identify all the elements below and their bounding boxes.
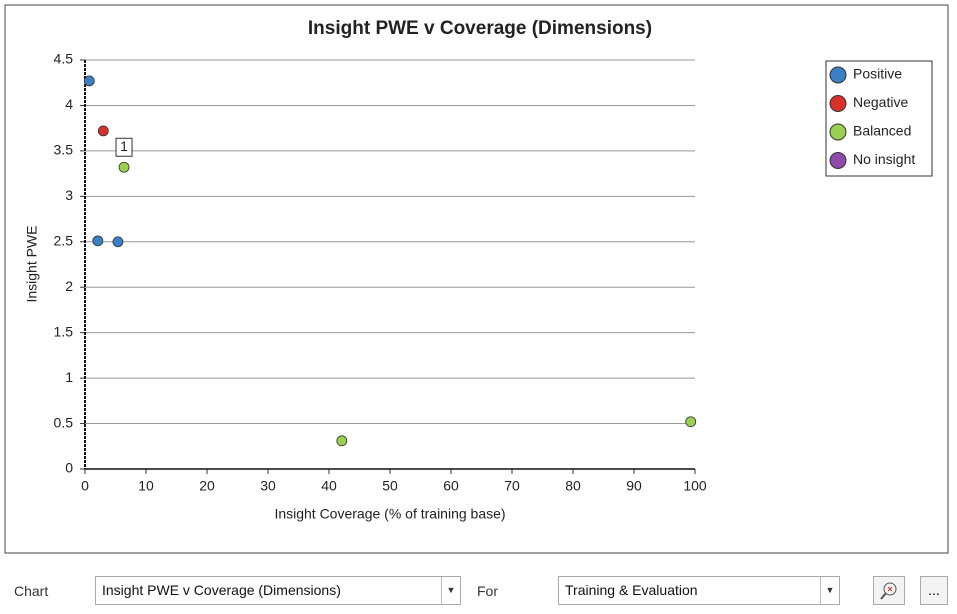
for-select[interactable]: Training & Evaluation ▼ [558,576,840,605]
x-tick-label: 70 [504,478,520,494]
x-tick-label: 20 [199,478,215,494]
x-axis-label: Insight Coverage (% of training base) [274,506,505,522]
x-tick-label: 100 [683,478,707,494]
x-tick-label: 30 [260,478,276,494]
y-tick-label: 2.5 [54,232,74,248]
chart-frame [4,4,949,554]
chart-label: Chart [14,583,49,599]
y-tick-label: 0.5 [54,414,74,430]
x-tick-label: 60 [443,478,459,494]
legend-marker [829,123,847,141]
x-tick-label: 40 [321,478,337,494]
point [97,125,109,137]
legend-marker [829,152,847,169]
y-axis-label: Insight PWE [24,225,40,302]
y-tick-label: 3 [65,187,73,203]
point [92,235,104,247]
x-tick-label: 10 [138,478,154,494]
y-tick-label: 2 [65,278,73,294]
y-tick-label: 1 [65,369,73,385]
point [112,236,124,248]
legend-label: Positive [853,66,902,82]
x-tick-label: 90 [626,478,642,494]
chart-select-text: Insight PWE v Coverage (Dimensions) [102,582,341,598]
for-label: For [477,583,498,599]
legend-marker [829,66,847,84]
point [118,161,130,173]
dropdown-arrow[interactable]: ▼ [820,577,839,604]
x-tick-label: 50 [382,478,398,494]
point [336,435,348,447]
legend-label: No insight [853,151,915,167]
point [685,416,697,428]
chart-title: Insight PWE v Coverage (Dimensions) [308,18,652,39]
legend-label: Negative [853,94,908,110]
y-tick-label: 4.5 [54,51,74,67]
x-tick-label: 0 [81,478,89,494]
y-tick-label: 1.5 [54,323,74,339]
point-label-box [115,137,133,157]
y-tick-label: 4 [65,96,73,112]
legend-marker [829,95,847,112]
dropdown-arrow[interactable]: ▼ [441,577,460,604]
zoom-icon [880,582,897,600]
chart-select[interactable]: Insight PWE v Coverage (Dimensions) ▼ [95,576,461,605]
for-select-text: Training & Evaluation [565,582,698,598]
reset-zoom-button[interactable] [873,576,905,605]
more-button[interactable]: ... [920,576,948,605]
x-tick-label: 80 [565,478,581,494]
point-label: 1 [120,138,128,154]
y-tick-label: 3.5 [54,142,74,158]
y-tick-label: 0 [65,460,73,476]
point [83,75,95,87]
legend-label: Balanced [853,123,911,139]
chart: Insight PWE v Coverage (Dimensions) Insi… [4,4,949,554]
